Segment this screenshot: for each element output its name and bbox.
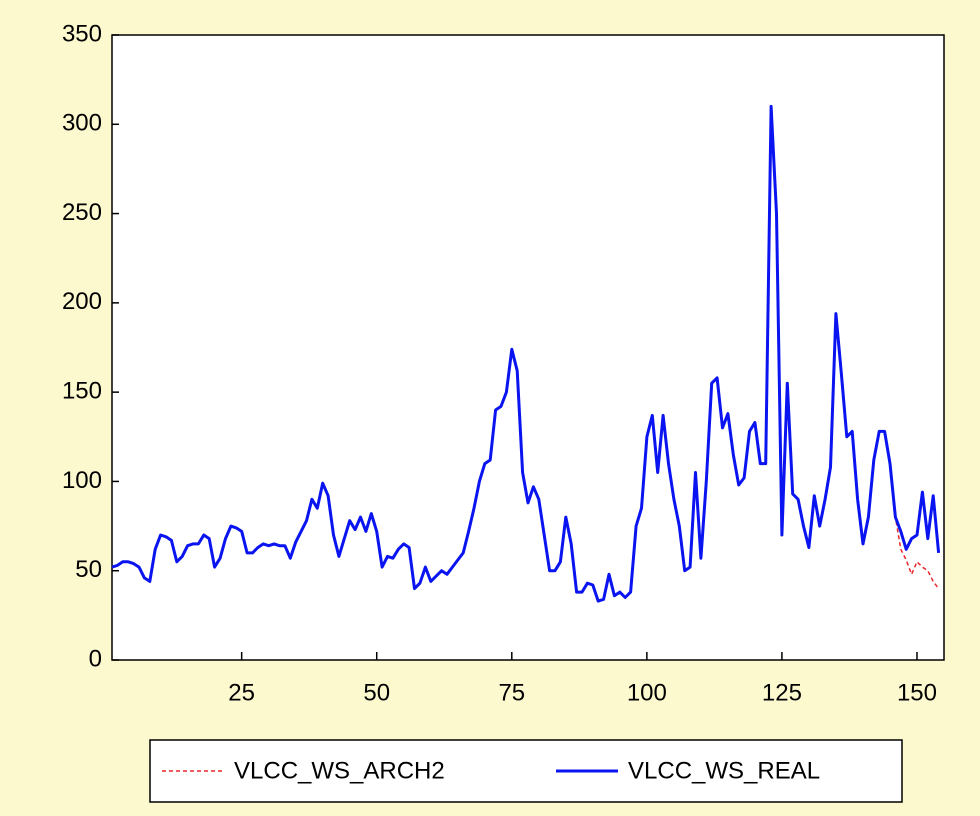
y-tick-label: 350 bbox=[62, 20, 102, 47]
legend-box bbox=[149, 739, 903, 803]
x-tick-label: 100 bbox=[627, 679, 667, 706]
y-tick-label: 150 bbox=[62, 377, 102, 404]
x-tick-label: 25 bbox=[228, 679, 255, 706]
x-tick-label: 50 bbox=[363, 679, 390, 706]
legend-label: VLCC_WS_ARCH2 bbox=[234, 757, 445, 784]
y-tick-label: 250 bbox=[62, 199, 102, 226]
plot-area bbox=[111, 34, 945, 661]
x-tick-label: 125 bbox=[762, 679, 802, 706]
y-tick-label: 0 bbox=[89, 645, 102, 672]
x-tick-label: 150 bbox=[897, 679, 937, 706]
x-tick-label: 75 bbox=[498, 679, 525, 706]
y-tick-label: 200 bbox=[62, 288, 102, 315]
y-tick-label: 50 bbox=[75, 556, 102, 583]
y-tick-label: 300 bbox=[62, 110, 102, 137]
y-tick-label: 100 bbox=[62, 467, 102, 494]
series-line bbox=[111, 104, 941, 603]
legend-label: VLCC_WS_REAL bbox=[628, 757, 820, 784]
